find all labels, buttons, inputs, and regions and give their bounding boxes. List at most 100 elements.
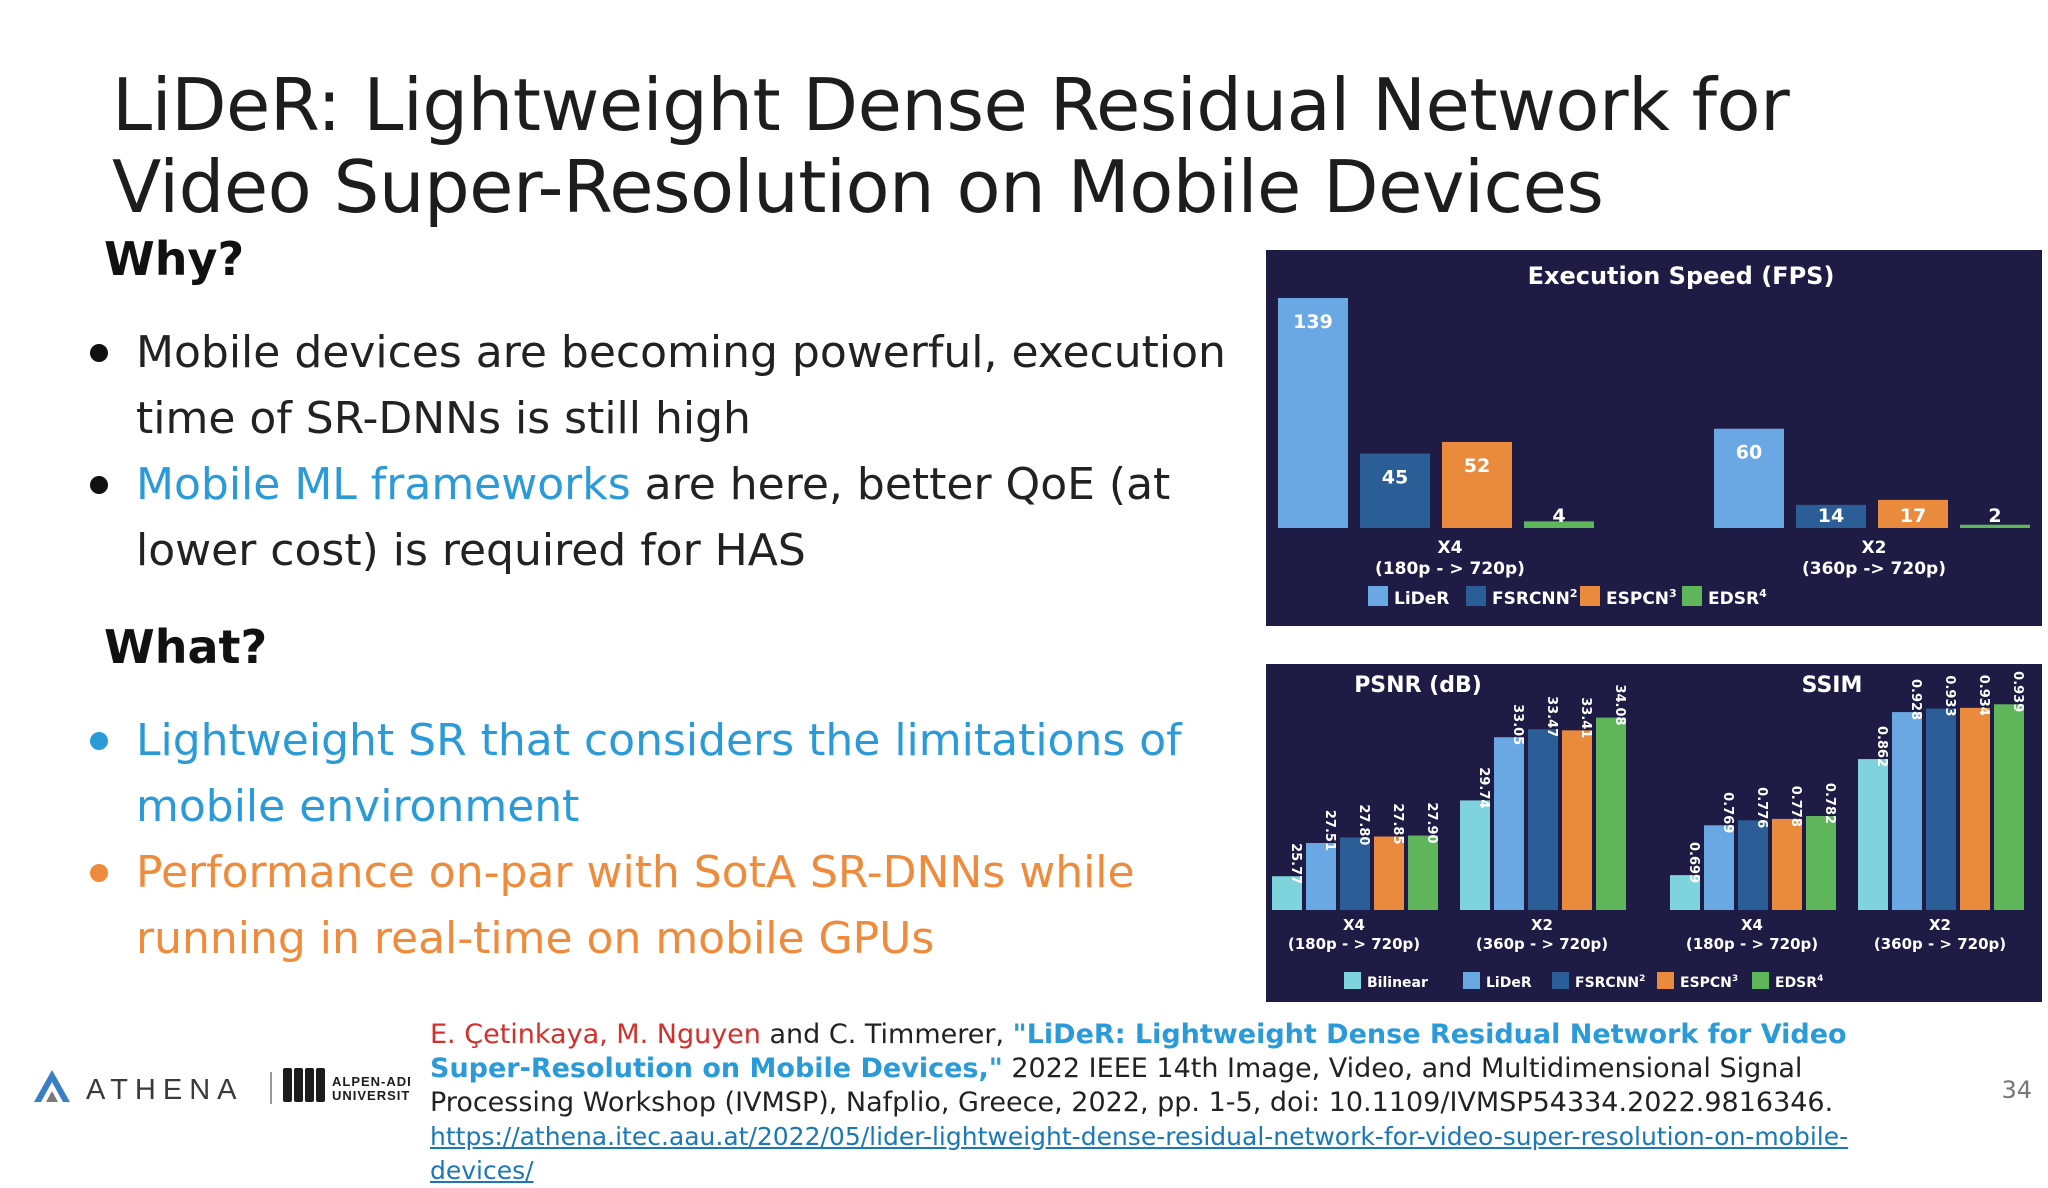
page-number: 34 <box>2001 1076 2032 1104</box>
quality-bar-edsr <box>1408 835 1438 910</box>
athena-wordmark: ATHENA <box>86 1074 243 1106</box>
quality-bar-espcn <box>1374 836 1404 910</box>
quality-value-label: 0.782 <box>1822 783 1837 824</box>
quality-bar-espcn <box>1562 730 1592 910</box>
quality-bar-edsr <box>1994 704 2024 910</box>
why-heading: Why? <box>104 232 245 286</box>
why-bullet-2: Mobile ML frameworks are here, better Qo… <box>86 452 1266 584</box>
quality-bar-bilinear <box>1858 759 1888 910</box>
aau-wordmark-line-1: ALPEN-ADRIA <box>332 1074 410 1089</box>
what-bullet-1-text: Lightweight SR that considers the limita… <box>136 715 1182 832</box>
fps-category-label: X4 <box>1438 538 1463 558</box>
fps-category-sublabel: (180p - > 720p) <box>1375 559 1525 579</box>
fps-bar-edsr <box>1960 524 2030 528</box>
quality-value-label: 0.699 <box>1686 842 1701 883</box>
athena-aau-logo: ATHENA ALPEN-ADRIA UNIVERSITÄT <box>34 1068 432 1106</box>
quality-bar-lider <box>1306 842 1336 910</box>
quality-bar-lider <box>1494 737 1524 910</box>
quality-legend-label: LiDeR <box>1486 975 1532 991</box>
quality-bar-bilinear <box>1670 875 1700 910</box>
quality-value-label: 0.769 <box>1720 792 1735 833</box>
quality-value-label: 33.47 <box>1544 696 1559 737</box>
quality-bar-espcn <box>1960 707 1990 910</box>
fps-legend-label: LiDeR <box>1394 589 1449 609</box>
fps-bar-espcn <box>1878 499 1948 528</box>
fps-legend-label: ESPCN3 <box>1606 587 1677 609</box>
fps-bar-fsrcnn <box>1796 504 1866 528</box>
fps-chart-title: Execution Speed (FPS) <box>1528 262 1835 290</box>
quality-legend-label: ESPCN3 <box>1680 974 1738 991</box>
quality-category-label: X4 <box>1741 916 1763 934</box>
why-bullet-list: Mobile devices are becoming powerful, ex… <box>86 320 1266 584</box>
citation: E. Çetinkaya, M. Nguyen and C. Timmerer,… <box>430 1018 1870 1188</box>
quality-value-label: 0.934 <box>1976 675 1991 716</box>
quality-chart-panel: PSNR (dB) 25.77 29.74 27.51 33.05 27.80 33.47 2… <box>1266 664 2042 1002</box>
quality-legend-swatch <box>1344 972 1361 989</box>
quality-bar-edsr <box>1806 816 1836 910</box>
quality-value-label: 33.05 <box>1510 704 1525 745</box>
fps-bar-espcn <box>1442 441 1512 528</box>
slide-title-line-2: Video Super-Resolution on Mobile Devices <box>112 145 1604 229</box>
quality-category-sublabel: (180p - > 720p) <box>1686 935 1818 953</box>
aau-emblem-icon <box>283 1068 325 1102</box>
mobile-ml-frameworks-link[interactable]: Mobile ML frameworks <box>136 459 631 510</box>
quality-bar-bilinear <box>1460 800 1490 910</box>
fps-category-sublabel: (360p -> 720p) <box>1802 559 1946 579</box>
bullet-dot-icon <box>90 732 108 750</box>
quality-legend-swatch <box>1752 972 1769 989</box>
quality-value-label: 27.80 <box>1356 804 1371 845</box>
fps-category-label: X2 <box>1862 538 1887 558</box>
quality-category-label: X2 <box>1531 916 1553 934</box>
quality-bar-fsrcnn <box>1926 708 1956 910</box>
fps-bar-lider <box>1278 298 1348 528</box>
what-bullet-1: Lightweight SR that considers the limita… <box>86 708 1266 840</box>
bullet-dot-icon <box>90 476 108 494</box>
quality-value-label: 0.928 <box>1908 679 1923 720</box>
fps-bar-lider <box>1714 428 1784 528</box>
quality-legend-label: Bilinear <box>1367 975 1428 991</box>
fps-value-label: 139 <box>1293 311 1333 333</box>
bullet-dot-icon <box>90 864 108 882</box>
why-bullet-2-text: are here, better QoE (at lower cost) is … <box>136 459 1171 576</box>
quality-value-label: 0.778 <box>1788 786 1803 827</box>
quality-value-label: 0.939 <box>2010 671 2025 712</box>
fps-value-label: 2 <box>1988 505 2001 527</box>
ssim-chart-title: SSIM <box>1802 673 1863 698</box>
fps-legend-label: FSRCNN2 <box>1492 587 1578 609</box>
citation-paper-title: "LiDeR: Lightweight Dense Residual Netwo… <box>430 1019 1847 1084</box>
quality-value-label: 0.862 <box>1874 726 1889 767</box>
quality-value-label: 27.85 <box>1390 803 1405 844</box>
fps-value-label: 14 <box>1818 505 1844 527</box>
citation-link[interactable]: https://athena.itec.aau.at/2022/05/lider… <box>430 1122 1849 1185</box>
quality-category-sublabel: (180p - > 720p) <box>1288 935 1420 953</box>
bullet-dot-icon <box>90 344 108 362</box>
fps-value-label: 52 <box>1464 455 1490 477</box>
slide-title-line-1: LiDeR: Lightweight Dense Residual Networ… <box>112 63 1790 147</box>
psnr-chart-title: PSNR (dB) <box>1354 673 1482 698</box>
citation-authors-highlighted: E. Çetinkaya, M. Nguyen <box>430 1019 761 1050</box>
quality-category-label: X2 <box>1929 916 1951 934</box>
psnr-ssim-chart: PSNR (dB) 25.77 29.74 27.51 33.05 27.80 33.47 2… <box>1272 671 2025 991</box>
what-bullet-2-text: Performance on-par with SotA SR-DNNs whi… <box>136 847 1135 964</box>
fps-bar-fsrcnn <box>1360 453 1430 528</box>
logo-divider <box>270 1072 272 1104</box>
what-heading: What? <box>104 620 268 674</box>
aau-wordmark-line-2: UNIVERSITÄT <box>332 1088 410 1103</box>
fps-legend-swatch <box>1368 586 1388 606</box>
fps-value-label: 17 <box>1900 505 1926 527</box>
slide-title: LiDeR: Lightweight Dense Residual Networ… <box>112 64 1812 228</box>
quality-bar-lider <box>1892 712 1922 910</box>
why-bullet-1: Mobile devices are becoming powerful, ex… <box>86 320 1266 452</box>
fps-value-label: 60 <box>1736 442 1762 464</box>
quality-value-label: 29.74 <box>1476 767 1491 808</box>
fps-legend-swatch <box>1580 586 1600 606</box>
athena-triangle-icon <box>34 1070 70 1102</box>
quality-value-label: 27.51 <box>1322 810 1337 851</box>
quality-legend-swatch <box>1657 972 1674 989</box>
quality-category-sublabel: (360p - > 720p) <box>1476 935 1608 953</box>
quality-value-label: 34.08 <box>1612 684 1627 725</box>
citation-authors: and C. Timmerer, <box>760 1019 1013 1050</box>
citation-venue: 2022 IEEE 14th Image, Video, and Multidi… <box>430 1053 1834 1118</box>
execution-speed-chart: Execution Speed (FPS) 139 60 45 14 52 17 4 2 X4(1… <box>1278 262 2030 609</box>
fps-value-label: 45 <box>1382 467 1408 489</box>
